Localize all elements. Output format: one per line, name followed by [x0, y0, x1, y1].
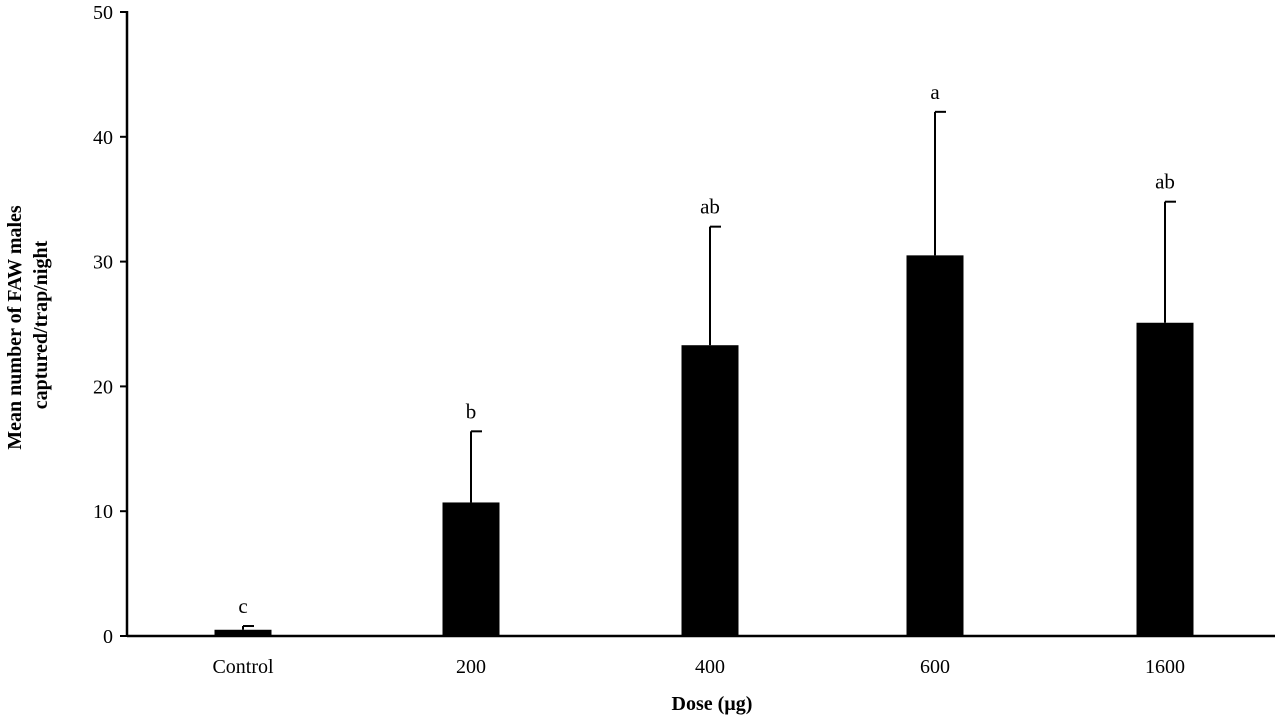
- y-tick-label: 40: [93, 127, 113, 149]
- x-axis-title: Dose (µg): [672, 693, 753, 715]
- y-tick-label: 20: [93, 376, 113, 398]
- y-tick-label: 10: [93, 501, 113, 523]
- x-tick-label: Control: [212, 656, 274, 678]
- y-ticks-group: 0 10 20 30 40 50: [93, 2, 127, 648]
- significance-label: a: [930, 80, 940, 104]
- y-tick-label: 30: [93, 252, 113, 274]
- axes-group: [125, 11, 1275, 638]
- y-axis-title-line-2: captured/trap/night: [30, 240, 52, 409]
- y-tick-label: 0: [103, 626, 113, 648]
- significance-label: c: [238, 594, 247, 618]
- significance-label: ab: [1155, 170, 1175, 194]
- y-axis-title-line-1: Mean number of FAW males: [4, 205, 26, 450]
- significance-labels-group: c b ab a ab: [238, 80, 1175, 618]
- bar-200: [442, 502, 500, 636]
- significance-label: ab: [700, 195, 720, 219]
- x-ticks-group: Control 200 400 600 1600: [212, 656, 1185, 678]
- y-axis-title: Mean number of FAW males captured/trap/n…: [4, 200, 52, 449]
- x-tick-label: 200: [456, 656, 486, 678]
- bars-group: [214, 255, 1194, 637]
- x-tick-label: 1600: [1145, 656, 1185, 678]
- y-tick-label: 50: [93, 2, 113, 24]
- bar-400: [681, 345, 739, 636]
- error-bars-group: [242, 110, 1176, 630]
- bar-600: [906, 255, 964, 637]
- significance-label: b: [466, 399, 477, 423]
- x-tick-label: 600: [920, 656, 950, 678]
- bar-1600: [1136, 322, 1194, 636]
- x-tick-label: 400: [695, 656, 725, 678]
- bar-control: [214, 629, 272, 636]
